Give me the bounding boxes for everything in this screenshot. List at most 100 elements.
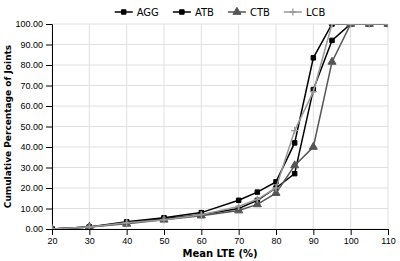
legend-label: LCB — [306, 7, 326, 18]
tick-label: 30 — [85, 236, 95, 246]
tick: 70 — [234, 229, 244, 246]
legend-marker — [233, 7, 241, 14]
tick: 50 — [159, 229, 169, 246]
tick: 40 — [122, 229, 132, 246]
tick-label: 80 — [271, 236, 281, 246]
point — [347, 24, 354, 28]
tick: 30.00 — [20, 163, 52, 173]
tick-mark — [46, 188, 52, 189]
chart: 20304050607080901001100.0010.0020.0030.0… — [0, 0, 400, 261]
tick-mark — [276, 229, 277, 235]
legend-item: CTB — [228, 7, 270, 18]
series-line — [52, 24, 388, 229]
tick: 70.00 — [20, 81, 52, 91]
tick-mark — [46, 147, 52, 148]
point — [310, 88, 317, 95]
tick-label: 40 — [122, 236, 132, 246]
marks — [52, 24, 388, 229]
y-axis: 0.00 10.00 20.00 30.00 40.00 50.00 60.00 70.00 8… — [15, 19, 52, 234]
grid — [52, 24, 388, 229]
series-line — [52, 24, 388, 229]
series-line — [52, 24, 388, 229]
series-line — [52, 24, 388, 229]
legend-label: AGG — [137, 7, 159, 18]
point — [309, 142, 317, 149]
grid-line — [52, 208, 388, 209]
tick-mark — [46, 168, 52, 169]
tick-mark — [201, 229, 202, 235]
plot: 20304050607080901001100.0010.0020.0030.0… — [15, 19, 395, 246]
point — [291, 127, 298, 134]
tick-mark — [46, 86, 52, 87]
x-axis-title: Mean LTE (%) — [182, 248, 257, 259]
tick: 90.00 — [20, 40, 52, 50]
point — [86, 223, 93, 229]
tick-label: 90.00 — [20, 40, 43, 50]
tick-mark — [164, 229, 165, 235]
point — [291, 161, 299, 168]
point — [366, 24, 373, 28]
legend-label: ATB — [195, 7, 214, 18]
tick-label: 70 — [234, 236, 244, 246]
tick-label: 0.00 — [25, 224, 43, 234]
tick-label: 110 — [381, 236, 395, 246]
tick-label: 10.00 — [20, 204, 43, 214]
tick-mark — [127, 229, 128, 235]
axis-line — [53, 230, 389, 236]
tick: 90 — [309, 229, 319, 246]
tick-label: 80.00 — [20, 60, 43, 70]
tick-mark — [388, 229, 389, 235]
tick-label: 100 — [344, 236, 359, 246]
tick-mark — [46, 127, 52, 128]
grid-line — [52, 167, 388, 168]
tick: 20.00 — [20, 183, 52, 193]
point — [329, 24, 336, 28]
tick-mark — [46, 65, 52, 66]
point — [198, 211, 205, 218]
grid-line — [52, 106, 388, 107]
grid-line — [52, 126, 388, 127]
point — [292, 171, 296, 175]
point — [273, 185, 280, 192]
grid-line — [52, 188, 388, 189]
tick-mark — [89, 229, 90, 235]
tick-label: 20.00 — [20, 183, 43, 193]
grid-line — [52, 85, 388, 86]
tick-label: 70.00 — [20, 81, 43, 91]
x-axis: 2030405060708090100110 — [47, 229, 395, 246]
point — [123, 219, 131, 226]
tick: 60 — [197, 229, 207, 246]
tick-label: 90 — [309, 236, 319, 246]
tick: 80.00 — [20, 60, 52, 70]
point — [235, 203, 242, 210]
tick-mark — [351, 229, 352, 235]
tick-label: 50 — [159, 236, 169, 246]
legend-label: CTB — [250, 7, 270, 18]
point — [328, 57, 336, 64]
axis-line — [46, 25, 53, 230]
legend-item: ATB — [173, 7, 214, 18]
tick-label: 100.00 — [15, 19, 43, 29]
grid-line — [52, 44, 388, 45]
tick-label: 60 — [197, 236, 207, 246]
legend-marker — [121, 10, 125, 14]
tick-label: 40.00 — [20, 142, 43, 152]
tick-mark — [46, 24, 52, 25]
tick: 50.00 — [20, 122, 52, 132]
tick-label: 50.00 — [20, 122, 43, 132]
tick: 60.00 — [20, 101, 52, 111]
grid-line — [52, 65, 388, 66]
legend-item: AGG — [115, 7, 159, 18]
point — [255, 190, 259, 194]
point — [161, 216, 168, 223]
tick-mark — [46, 106, 52, 107]
tick-mark — [46, 229, 52, 230]
point — [311, 56, 315, 60]
point — [292, 141, 296, 145]
tick: 100.00 — [15, 19, 52, 29]
tick: 100 — [344, 229, 359, 246]
point — [123, 219, 130, 226]
y-axis-title: Cumulative Percentage of Joints — [3, 45, 13, 208]
tick-mark — [313, 229, 314, 235]
tick: 0.00 — [25, 224, 52, 234]
